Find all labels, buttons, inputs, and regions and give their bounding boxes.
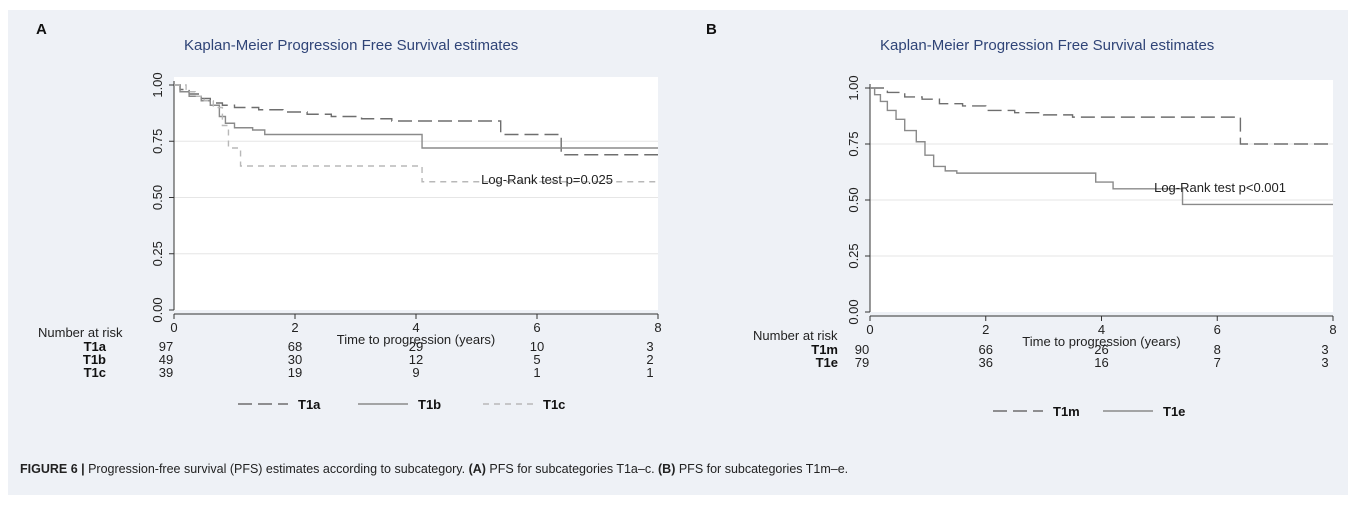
legend-label-t1a: T1a (298, 397, 321, 412)
risk-value: 2 (646, 352, 653, 367)
legend-label-t1e: T1e (1163, 404, 1185, 419)
y-tick-label: 0.50 (150, 185, 165, 210)
figure-6: A Kaplan-Meier Progression Free Survival … (8, 10, 1348, 495)
x-tick-label: 4 (412, 320, 419, 335)
risk-value: 49 (159, 352, 173, 367)
risk-value: 29 (409, 339, 423, 354)
risk-value: 5 (533, 352, 540, 367)
caption-text-2: PFS for subcategories T1a–c. (485, 462, 659, 476)
risk-value: 79 (855, 355, 869, 370)
y-tick-label: 0.25 (846, 243, 861, 268)
x-axis-label: Time to progression (years) (337, 332, 495, 347)
risk-value: 30 (288, 352, 302, 367)
x-axis-label: Time to progression (years) (1022, 334, 1180, 349)
risk-row-label: T1e (816, 355, 838, 370)
x-tick-label: 8 (654, 320, 661, 335)
y-tick-label: 1.00 (150, 72, 165, 97)
series-line-t1a (174, 84, 658, 156)
series-line-t1c (174, 84, 658, 183)
log-rank-annotation: Log-Rank test p<0.001 (1154, 180, 1286, 195)
risk-value: 16 (1094, 355, 1108, 370)
risk-value: 12 (409, 352, 423, 367)
plot-area (870, 80, 1333, 312)
x-tick-label: 0 (170, 320, 177, 335)
legend-label-t1m: T1m (1053, 404, 1080, 419)
risk-value: 1 (646, 365, 653, 380)
series-line-t1e (870, 87, 1333, 206)
risk-row-label: T1b (83, 352, 106, 367)
log-rank-annotation: Log-Rank test p=0.025 (481, 172, 613, 187)
panel-letter: A (36, 21, 47, 38)
risk-value: 3 (1321, 355, 1328, 370)
y-tick-label: 0.25 (150, 241, 165, 266)
panel-a-chart: A Kaplan-Meier Progression Free Survival … (36, 21, 662, 412)
series-line-t1m (870, 87, 1333, 145)
chart-title: Kaplan-Meier Progression Free Survival e… (880, 37, 1214, 54)
legend-label-t1b: T1b (418, 397, 441, 412)
caption-text-3: PFS for subcategories T1m–e. (675, 462, 849, 476)
risk-value: 36 (979, 355, 993, 370)
figure-caption: FIGURE 6 | Progression-free survival (PF… (20, 462, 848, 476)
x-tick-label: 2 (982, 322, 989, 337)
risk-value: 90 (855, 342, 869, 357)
x-tick-label: 8 (1329, 322, 1336, 337)
risk-row-label: T1a (84, 339, 107, 354)
risk-value: 97 (159, 339, 173, 354)
caption-tag-a: (A) (468, 462, 486, 476)
x-tick-label: 2 (291, 320, 298, 335)
x-tick-label: 0 (866, 322, 873, 337)
caption-text-1: Progression-free survival (PFS) estimate… (84, 462, 469, 476)
caption-tag-b: (B) (658, 462, 676, 476)
y-tick-label: 0.75 (846, 131, 861, 156)
risk-table-header: Number at risk (753, 328, 838, 343)
plot-area (174, 77, 658, 310)
legend-label-t1c: T1c (543, 397, 565, 412)
y-tick-label: 0.00 (846, 299, 861, 324)
x-tick-label: 4 (1098, 322, 1105, 337)
y-tick-label: 1.00 (846, 75, 861, 100)
risk-value: 3 (1321, 342, 1328, 357)
risk-row-label: T1m (811, 342, 838, 357)
risk-value: 39 (159, 365, 173, 380)
risk-row-label: T1c (84, 365, 106, 380)
x-tick-label: 6 (533, 320, 540, 335)
y-tick-label: 0.00 (150, 297, 165, 322)
risk-value: 68 (288, 339, 302, 354)
y-tick-label: 0.50 (846, 187, 861, 212)
risk-value: 7 (1214, 355, 1221, 370)
chart-title: Kaplan-Meier Progression Free Survival e… (184, 37, 518, 54)
risk-value: 19 (288, 365, 302, 380)
risk-value: 1 (533, 365, 540, 380)
risk-value: 10 (530, 339, 544, 354)
panel-letter: B (706, 21, 717, 38)
risk-value: 9 (412, 365, 419, 380)
risk-table-header: Number at risk (38, 325, 123, 340)
risk-value: 26 (1094, 342, 1108, 357)
risk-value: 8 (1214, 342, 1221, 357)
risk-value: 66 (979, 342, 993, 357)
caption-label: FIGURE 6 | (20, 462, 85, 476)
risk-value: 3 (646, 339, 653, 354)
y-tick-label: 0.75 (150, 129, 165, 154)
panel-b-chart: B Kaplan-Meier Progression Free Survival … (706, 21, 1337, 419)
x-tick-label: 6 (1214, 322, 1221, 337)
